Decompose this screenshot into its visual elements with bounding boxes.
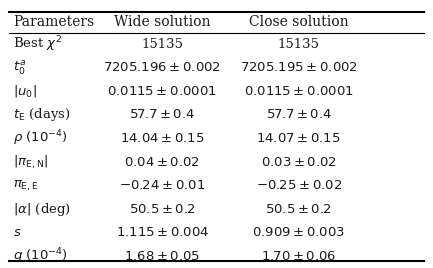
Text: $0.909 \pm 0.003$: $0.909 \pm 0.003$ (252, 226, 345, 239)
Text: $t_0^a$: $t_0^a$ (13, 59, 26, 77)
Text: 15135: 15135 (142, 38, 183, 51)
Text: $0.0115 \pm 0.0001$: $0.0115 \pm 0.0001$ (244, 85, 354, 98)
Text: $50.5 \pm 0.2$: $50.5 \pm 0.2$ (265, 203, 332, 216)
Text: $50.5 \pm 0.2$: $50.5 \pm 0.2$ (129, 203, 196, 216)
Text: $|\pi_{\rm E,N}|$: $|\pi_{\rm E,N}|$ (13, 154, 48, 171)
Text: $|u_0|$: $|u_0|$ (13, 83, 37, 99)
Text: Best $\chi^2$: Best $\chi^2$ (13, 34, 62, 54)
Text: $14.07 \pm 0.15$: $14.07 \pm 0.15$ (256, 132, 341, 145)
Text: $14.04 \pm 0.15$: $14.04 \pm 0.15$ (120, 132, 205, 145)
Text: Parameters: Parameters (13, 15, 94, 29)
Text: Wide solution: Wide solution (114, 15, 210, 29)
Text: $1.68 \pm 0.05$: $1.68 \pm 0.05$ (124, 250, 200, 263)
Text: $7205.195 \pm 0.002$: $7205.195 \pm 0.002$ (240, 61, 358, 74)
Text: $-0.25 \pm 0.02$: $-0.25 \pm 0.02$ (255, 179, 342, 192)
Text: $-0.24 \pm 0.01$: $-0.24 \pm 0.01$ (119, 179, 206, 192)
Text: $1.70 \pm 0.06$: $1.70 \pm 0.06$ (261, 250, 336, 263)
Text: $57.7 \pm 0.4$: $57.7 \pm 0.4$ (129, 109, 195, 121)
Text: $57.7 \pm 0.4$: $57.7 \pm 0.4$ (266, 109, 332, 121)
Text: $\pi_{\rm E,E}$: $\pi_{\rm E,E}$ (13, 178, 39, 193)
Text: Close solution: Close solution (249, 15, 349, 29)
Text: $7205.196 \pm 0.002$: $7205.196 \pm 0.002$ (103, 61, 221, 74)
Text: $1.115 \pm 0.004$: $1.115 \pm 0.004$ (116, 226, 209, 239)
Text: 15135: 15135 (278, 38, 320, 51)
Text: $s$: $s$ (13, 226, 22, 239)
Text: $0.04 \pm 0.02$: $0.04 \pm 0.02$ (124, 156, 200, 169)
Text: $|\alpha|$ (deg): $|\alpha|$ (deg) (13, 201, 71, 218)
Text: $\rho\ (10^{-4})$: $\rho\ (10^{-4})$ (13, 129, 68, 148)
Text: $t_{\rm E}$ (days): $t_{\rm E}$ (days) (13, 106, 71, 124)
Text: $0.03 \pm 0.02$: $0.03 \pm 0.02$ (261, 156, 337, 169)
Text: $0.0115 \pm 0.0001$: $0.0115 \pm 0.0001$ (107, 85, 217, 98)
Text: $q\ (10^{-4})$: $q\ (10^{-4})$ (13, 247, 68, 266)
